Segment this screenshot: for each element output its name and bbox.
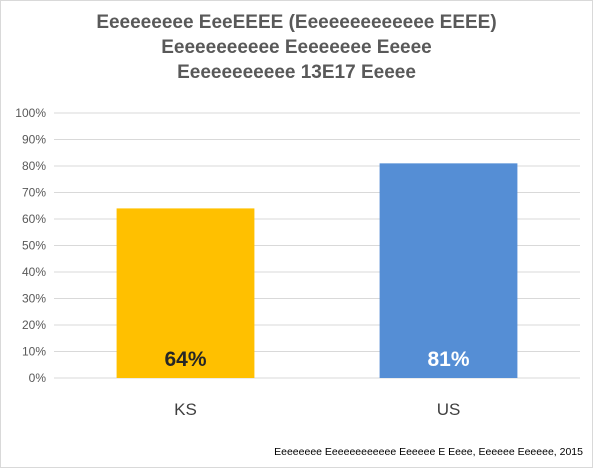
y-tick-label: 40% — [22, 265, 46, 279]
x-axis-category-labels: KS US — [174, 400, 460, 419]
y-tick-label: 80% — [22, 159, 46, 173]
data-label-ks: 64% — [164, 348, 206, 371]
y-tick-label: 10% — [22, 345, 46, 359]
y-axis-tick-labels: 0% 10% 20% 30% 40% 50% 60% 70% 80% 90% 100% — [15, 106, 46, 385]
category-label-us: US — [437, 400, 461, 419]
y-tick-label: 0% — [29, 371, 47, 385]
chart-title: Eeeeeeeee EeeEEEE (Eeeeeeeeeeeee EEEE) E… — [0, 10, 593, 85]
chart-title-line-1: Eeeeeeeee EeeEEEE (Eeeeeeeeeeeee EEEE) — [96, 12, 497, 33]
source-note: Eeeeeeee Eeeeeeeeeeee Eeeeee E Eeee, Eee… — [274, 446, 583, 458]
category-label-ks: KS — [174, 400, 197, 419]
chart-title-line-3: Eeeeeeeeeee 13E17 Eeeee — [177, 62, 416, 83]
y-tick-label: 90% — [22, 133, 46, 147]
bar-ks — [116, 208, 255, 378]
y-tick-label: 30% — [22, 292, 46, 306]
bars: 64% 81% — [116, 163, 518, 378]
data-label-us: 81% — [427, 348, 469, 371]
y-tick-label: 70% — [22, 186, 46, 200]
y-tick-label: 50% — [22, 239, 46, 253]
chart-title-line-2: Eeeeeeeeeee Eeeeeeee Eeeee — [161, 37, 432, 58]
y-tick-label: 100% — [15, 106, 46, 120]
y-tick-label: 60% — [22, 212, 46, 226]
y-tick-label: 20% — [22, 318, 46, 332]
bar-us — [379, 163, 518, 378]
